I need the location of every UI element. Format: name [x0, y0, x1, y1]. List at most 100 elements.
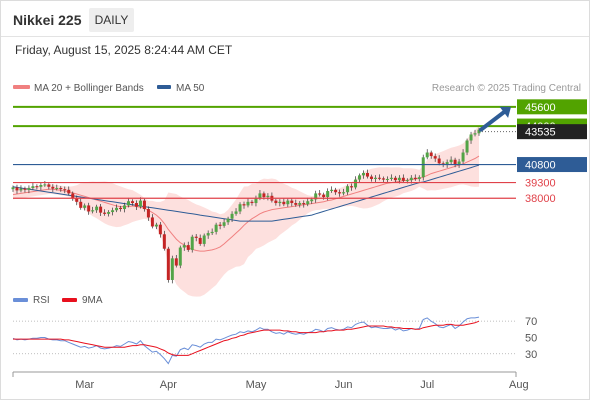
candle-body — [286, 200, 290, 205]
candle-body — [425, 152, 429, 158]
candle-body — [449, 159, 453, 163]
candle-body — [437, 158, 441, 164]
candle-body — [413, 177, 417, 179]
bollinger-band — [13, 125, 479, 297]
ma20-legend-label: MA 20 + Bollinger Bands — [34, 83, 144, 94]
candle-body — [334, 189, 338, 193]
candle-body — [83, 205, 87, 208]
candle-body — [158, 224, 162, 235]
candle-body — [417, 177, 421, 179]
candle-body — [453, 159, 457, 165]
candle-body — [47, 184, 51, 187]
resistance-label-box — [517, 99, 587, 115]
candle-body — [238, 204, 242, 212]
candle-body — [306, 201, 310, 205]
forecast-arrow-head — [499, 106, 511, 118]
candle-body — [421, 157, 425, 178]
candle-body — [103, 212, 107, 214]
candle-body — [230, 213, 234, 219]
levels-layer: 456004400043535408003930038000 — [13, 99, 587, 205]
x-tick-label: Apr — [160, 379, 177, 391]
instrument-title: Nikkei 225 — [13, 12, 82, 28]
rsi-legend-label: RSI — [33, 295, 50, 306]
candle-body — [234, 211, 238, 214]
candle-body — [55, 187, 59, 189]
candle-body — [429, 152, 433, 157]
report-datetime: Friday, August 15, 2025 8:24:44 AM CET — [15, 43, 233, 57]
candle-body — [142, 200, 146, 210]
candle-body — [441, 163, 445, 165]
ma50-legend-swatch — [157, 85, 171, 89]
candle-body — [302, 203, 306, 205]
candle-body — [314, 193, 318, 200]
ma20-legend-swatch — [13, 85, 30, 89]
support-label: 38000 — [525, 193, 556, 205]
candle-body — [146, 209, 150, 218]
candle-body — [350, 186, 354, 188]
candle-body — [31, 186, 35, 188]
x-tick-label: Jul — [420, 379, 434, 391]
candle-body — [11, 187, 15, 190]
candle-body — [242, 204, 246, 206]
candle-body — [91, 210, 95, 212]
header-divider — [1, 36, 589, 37]
candle-body — [361, 172, 365, 176]
period-button[interactable]: DAILY — [89, 8, 134, 32]
candle-body — [39, 184, 43, 187]
candle-body — [19, 188, 23, 191]
x-tick-label: May — [246, 379, 267, 391]
candle-body — [445, 162, 449, 165]
candle-body — [278, 201, 282, 204]
candle-body — [338, 192, 342, 194]
candle-body — [405, 180, 409, 182]
candle-body — [174, 258, 178, 266]
candle-body — [369, 176, 373, 179]
candle-body — [43, 184, 47, 186]
candle-body — [150, 217, 154, 227]
candle-body — [246, 201, 250, 206]
candle-body — [138, 200, 142, 207]
ma50-legend-label: MA 50 — [176, 83, 205, 94]
candle-body — [119, 207, 123, 210]
candle-body — [469, 134, 473, 141]
candle-body — [186, 245, 190, 250]
candle-body — [226, 218, 230, 223]
candle-body — [326, 191, 330, 198]
candle-body — [59, 187, 63, 190]
research-credit: Research © 2025 Trading Central — [432, 83, 581, 94]
candle-body — [75, 198, 79, 202]
candle-body — [409, 177, 413, 181]
candle-body — [178, 247, 182, 266]
candle-body — [111, 210, 115, 213]
rsi-tick-label: 50 — [525, 332, 537, 344]
support-label: 39300 — [525, 178, 556, 190]
candle-body — [130, 201, 134, 204]
x-tick-label: Jun — [335, 379, 353, 391]
forecast-arrow-shaft — [479, 110, 506, 132]
rsi-ma-legend-swatch — [62, 298, 77, 302]
candle-body — [294, 203, 298, 205]
candle-body — [266, 195, 270, 198]
candle-body — [397, 177, 401, 181]
candle-body — [222, 222, 226, 226]
candle-body — [310, 199, 314, 202]
candle-body — [358, 175, 362, 180]
rsi-tick-label: 30 — [525, 349, 537, 361]
candle-body — [182, 245, 186, 248]
price-plot-area — [11, 125, 481, 297]
candle-body — [87, 205, 91, 212]
rsi-legend-swatch — [13, 298, 28, 302]
candle-body — [465, 140, 469, 153]
candle-body — [365, 172, 369, 177]
candle-body — [127, 201, 131, 206]
candle-body — [214, 224, 218, 232]
candle-body — [274, 200, 278, 204]
candle-body — [123, 205, 127, 210]
candle-body — [198, 237, 202, 244]
candle-body — [354, 179, 358, 188]
candle-body — [377, 177, 381, 179]
pivot-label-box — [517, 157, 587, 173]
candle-body — [134, 203, 138, 207]
candle-body — [381, 178, 385, 180]
candle-body — [433, 156, 437, 159]
